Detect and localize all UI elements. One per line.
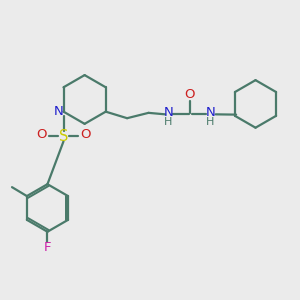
Text: N: N [206,106,216,119]
Text: O: O [36,128,47,141]
Text: N: N [164,106,174,119]
Text: H: H [164,117,172,127]
Text: N: N [53,105,63,118]
Text: O: O [184,88,195,101]
Text: O: O [80,128,91,141]
Text: F: F [44,241,51,254]
Text: H: H [206,117,214,127]
Text: S: S [59,128,68,143]
